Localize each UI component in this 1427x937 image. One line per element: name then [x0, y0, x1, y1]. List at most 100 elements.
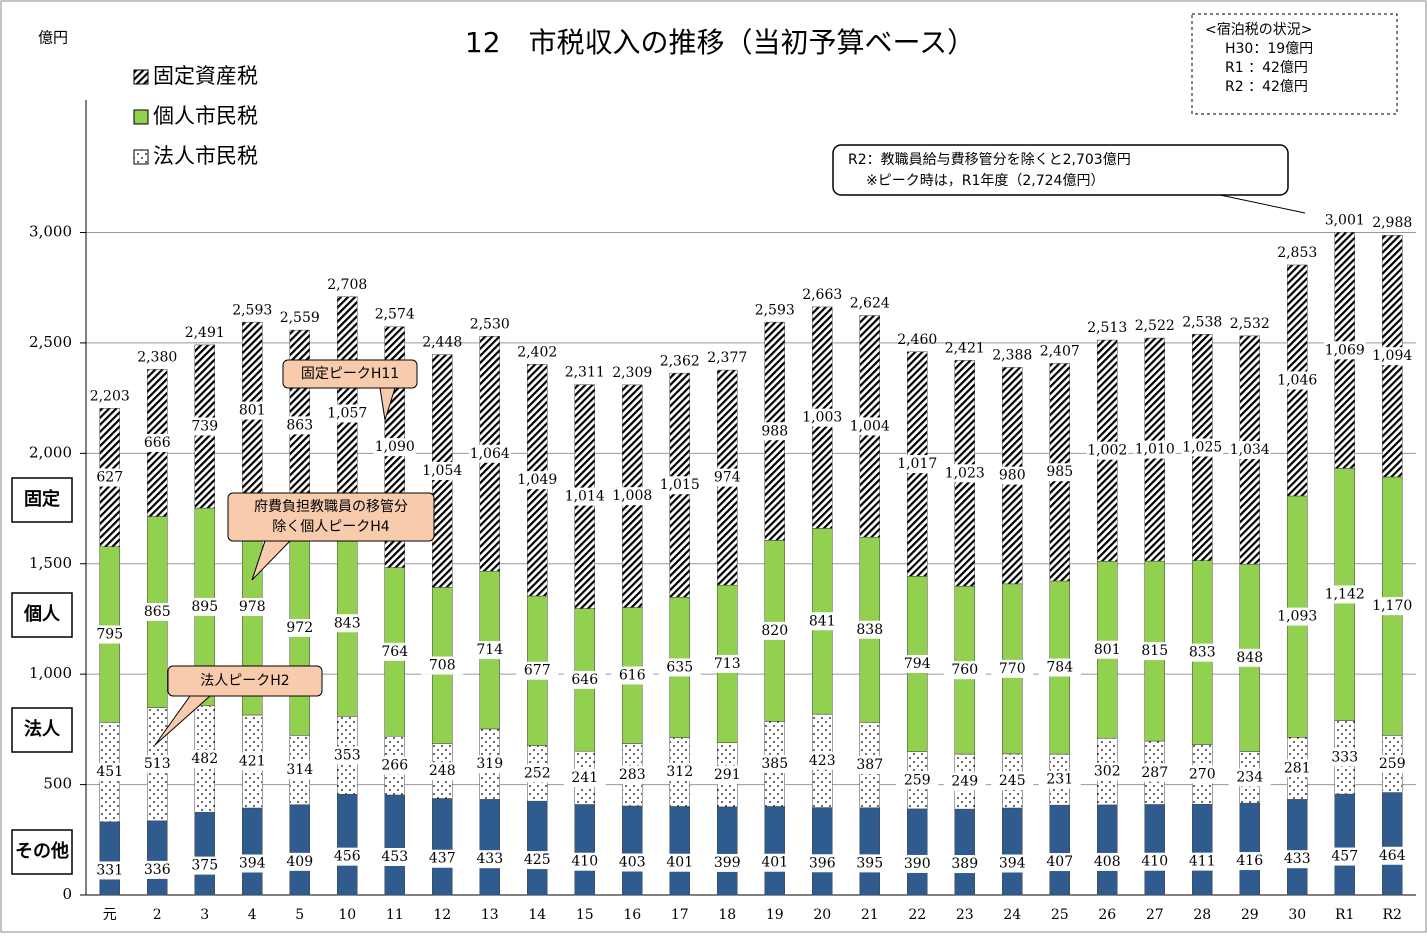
- bar-segment: [1239, 802, 1260, 896]
- bar-segment: [1144, 804, 1165, 896]
- x-tick-label: 4: [248, 907, 257, 923]
- x-tick-label: 30: [1288, 907, 1306, 923]
- label-bg: [516, 471, 559, 490]
- label-bg: [373, 756, 416, 775]
- data-label: 259: [904, 772, 931, 788]
- label-bg: [896, 854, 939, 873]
- y-unit: 億円: [38, 29, 68, 47]
- data-label: 249: [951, 774, 978, 790]
- data-label: 1,010: [1135, 442, 1175, 458]
- bar-segment: [99, 821, 120, 896]
- bar-segment: [717, 806, 738, 896]
- x-tick-label: 14: [528, 907, 546, 923]
- callout: 府費負担教職員の移管分 除く個人ピークH4: [227, 492, 435, 581]
- label-bg: [801, 751, 844, 770]
- label-bg: [373, 438, 416, 457]
- data-label: 453: [381, 849, 408, 865]
- total-label: 2,380: [137, 349, 177, 365]
- label-bg: [896, 655, 939, 674]
- label-bg: [136, 755, 179, 774]
- x-tick-label: 10: [338, 907, 356, 923]
- data-label: 974: [714, 470, 741, 486]
- data-label: 451: [96, 764, 123, 780]
- label-bg: [801, 854, 844, 873]
- data-label: 302: [1094, 764, 1121, 780]
- bar-segment: [1002, 807, 1023, 896]
- legend-swatch: [133, 109, 149, 125]
- x-tick-label: 22: [908, 907, 926, 923]
- data-label: 843: [334, 615, 361, 631]
- data-label: 770: [999, 661, 1026, 677]
- annotation: 府費負担教職員の移管分: [254, 499, 408, 515]
- label-bg: [1371, 846, 1414, 865]
- data-label: 270: [1189, 766, 1216, 782]
- label-bg: [88, 468, 131, 487]
- label-bg: [801, 612, 844, 631]
- data-label: 801: [239, 403, 266, 419]
- label-bg: [1038, 658, 1081, 677]
- x-tick-label: 21: [861, 907, 879, 923]
- label-bg: [563, 487, 606, 506]
- x-tick-label: 16: [623, 907, 641, 923]
- data-label: 375: [191, 858, 218, 874]
- label-bg: [468, 444, 511, 463]
- label-bg: [373, 847, 416, 866]
- data-label: 1,025: [1182, 439, 1222, 455]
- data-label: 714: [476, 642, 503, 658]
- legend-label: 個人市民税: [153, 104, 258, 128]
- x-tick-label: 15: [576, 907, 594, 923]
- annotation: R2：教職員給与費移管分を除くと2,703億円: [848, 152, 1131, 168]
- data-label: 863: [286, 417, 313, 433]
- x-tick-label: 29: [1241, 907, 1259, 923]
- label-bg: [326, 746, 369, 765]
- x-tick-label: 25: [1051, 907, 1069, 923]
- data-label: 281: [1284, 760, 1311, 776]
- label-bg: [611, 853, 654, 872]
- total-label: 2,460: [897, 332, 937, 348]
- data-label: 1,014: [565, 489, 605, 505]
- label-bg: [1323, 748, 1366, 767]
- x-tick-label: 元: [103, 907, 117, 923]
- x-tick-label: R2: [1383, 907, 1402, 923]
- label-bg: [183, 749, 226, 768]
- data-label: 794: [904, 656, 931, 672]
- total-label: 2,532: [1230, 316, 1270, 332]
- x-tick-label: 27: [1146, 907, 1164, 923]
- data-label: 801: [1094, 642, 1121, 658]
- data-label: 616: [619, 667, 646, 683]
- total-label: 2,448: [422, 334, 462, 350]
- label-bg: [991, 466, 1034, 485]
- label-bg: [1181, 765, 1224, 784]
- data-label: 1,034: [1230, 442, 1270, 458]
- total-label: 2,407: [1040, 343, 1080, 359]
- data-label: 972: [286, 620, 313, 636]
- label-bg: [1323, 585, 1366, 604]
- x-tick-label: 2: [153, 907, 162, 923]
- data-label: 312: [666, 764, 693, 780]
- data-label: 627: [96, 470, 123, 486]
- label-bg: [658, 476, 701, 495]
- side-label-box: [11, 477, 73, 523]
- label-bg: [848, 417, 891, 436]
- label-bg: [1133, 642, 1176, 661]
- data-label: 988: [761, 423, 788, 439]
- label-bg: [706, 468, 749, 487]
- total-label: 2,203: [90, 389, 130, 405]
- bar-segment: [669, 806, 690, 896]
- data-label: 425: [524, 852, 551, 868]
- total-label: 2,402: [517, 345, 557, 361]
- data-label: 978: [239, 599, 266, 615]
- data-label: 287: [1141, 765, 1168, 781]
- data-label: 713: [714, 656, 741, 672]
- x-tick-label: 23: [956, 907, 974, 923]
- label-bg: [1371, 597, 1414, 616]
- label-bg: [896, 455, 939, 474]
- label-bg: [421, 656, 464, 675]
- data-label: 394: [239, 855, 266, 871]
- x-tick-label: 11: [386, 907, 404, 923]
- label-bg: [1228, 768, 1271, 787]
- label-bg: [421, 849, 464, 868]
- y-tick-label: 3,000: [29, 223, 72, 241]
- label-bg: [563, 768, 606, 787]
- x-tick-label: 19: [766, 907, 784, 923]
